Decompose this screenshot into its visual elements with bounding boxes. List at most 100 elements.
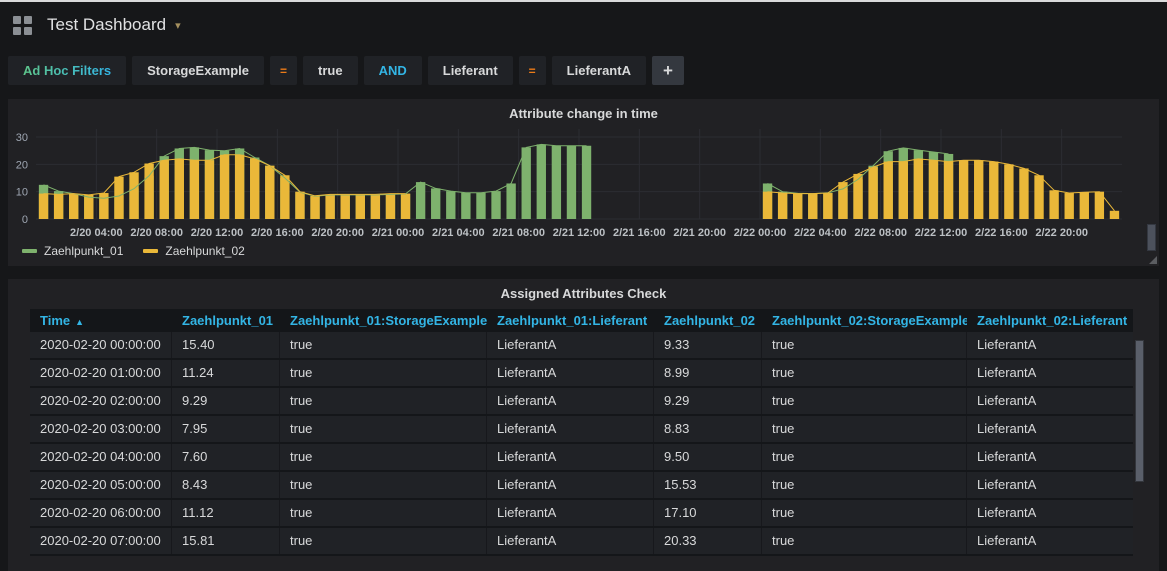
chart-bar[interactable] bbox=[295, 192, 304, 219]
chart-bar[interactable] bbox=[160, 160, 169, 219]
table-cell: 20.33 bbox=[654, 528, 762, 554]
chart-bar[interactable] bbox=[899, 162, 908, 219]
chart-bar[interactable] bbox=[506, 183, 515, 219]
column-header[interactable]: Zaehlpunkt_01:StorageExample bbox=[280, 313, 487, 328]
chart-bar[interactable] bbox=[265, 166, 274, 219]
chart-bar[interactable] bbox=[567, 146, 576, 219]
legend-item[interactable]: Zaehlpunkt_02 bbox=[143, 244, 244, 258]
chart-bar[interactable] bbox=[491, 191, 500, 219]
chart-bar[interactable] bbox=[84, 195, 93, 219]
caret-down-icon[interactable]: ▾ bbox=[175, 19, 181, 32]
y-axis-tick-label: 20 bbox=[16, 159, 28, 171]
table-cell: true bbox=[762, 444, 967, 470]
chart-bar[interactable] bbox=[175, 159, 184, 219]
x-axis-tick-label: 2/21 08:00 bbox=[492, 227, 545, 239]
chart-bar[interactable] bbox=[838, 182, 847, 219]
chart-bar[interactable] bbox=[114, 177, 123, 219]
column-header[interactable]: Time▲ bbox=[30, 313, 172, 328]
chart-bar[interactable] bbox=[431, 188, 440, 219]
column-header[interactable]: Zaehlpunkt_02:StorageExample bbox=[762, 313, 967, 328]
chart-bar[interactable] bbox=[1004, 164, 1013, 219]
chart-bar[interactable] bbox=[1034, 175, 1043, 219]
chart-bar[interactable] bbox=[39, 194, 48, 219]
grafana-menu-icon[interactable] bbox=[13, 16, 32, 35]
chart-bar[interactable] bbox=[401, 194, 410, 219]
chart-bar[interactable] bbox=[884, 162, 893, 219]
chart-bar[interactable] bbox=[989, 162, 998, 219]
chart-bar[interactable] bbox=[868, 167, 877, 219]
table-cell: true bbox=[280, 500, 487, 526]
panel-resize-handle[interactable] bbox=[1149, 256, 1157, 264]
filter-key-chip[interactable]: StorageExample bbox=[132, 56, 264, 85]
chart-bar[interactable] bbox=[325, 194, 334, 219]
chart-bar[interactable] bbox=[356, 194, 365, 219]
filter-condition-chip[interactable]: AND bbox=[364, 56, 422, 85]
table-scrollbar-thumb[interactable] bbox=[1135, 340, 1144, 482]
chart-bar[interactable] bbox=[220, 155, 229, 219]
chart-bar[interactable] bbox=[99, 193, 108, 219]
chart-bar[interactable] bbox=[959, 160, 968, 219]
table-cell: 9.29 bbox=[654, 388, 762, 414]
chart-bar[interactable] bbox=[235, 155, 244, 219]
chart-bar[interactable] bbox=[808, 194, 817, 219]
chart-bar[interactable] bbox=[461, 193, 470, 219]
chart-panel-title[interactable]: Attribute change in time bbox=[8, 99, 1159, 125]
chart-bar[interactable] bbox=[476, 193, 485, 219]
add-filter-button[interactable]: + bbox=[652, 56, 684, 85]
chart-bar[interactable] bbox=[1065, 193, 1074, 219]
chart-bar[interactable] bbox=[1110, 211, 1119, 219]
chart-bar[interactable] bbox=[446, 191, 455, 219]
column-header[interactable]: Zaehlpunkt_02 bbox=[654, 313, 762, 328]
filter-key-chip[interactable]: Lieferant bbox=[428, 56, 513, 85]
chart-bar[interactable] bbox=[582, 146, 591, 219]
table-cell: LieferantA bbox=[967, 528, 1133, 554]
chart-bar[interactable] bbox=[310, 196, 319, 219]
column-header[interactable]: Zaehlpunkt_01 bbox=[172, 313, 280, 328]
column-header-label: Zaehlpunkt_02:StorageExample bbox=[772, 313, 967, 328]
chart-bar[interactable] bbox=[929, 160, 938, 219]
chart-bar[interactable] bbox=[853, 174, 862, 219]
chart-bar[interactable] bbox=[129, 172, 138, 219]
chart-bar[interactable] bbox=[205, 160, 214, 219]
column-header-label: Zaehlpunkt_01 bbox=[182, 313, 273, 328]
column-header-label: Zaehlpunkt_02 bbox=[664, 313, 755, 328]
chart-bar[interactable] bbox=[190, 160, 199, 219]
chart-bar[interactable] bbox=[974, 160, 983, 219]
chart-bar[interactable] bbox=[341, 194, 350, 219]
legend-item[interactable]: Zaehlpunkt_01 bbox=[22, 244, 123, 258]
chart-scrollbar-thumb[interactable] bbox=[1147, 224, 1156, 251]
chart-bar[interactable] bbox=[416, 182, 425, 219]
chart-bar[interactable] bbox=[778, 193, 787, 219]
chart-bar[interactable] bbox=[69, 194, 78, 219]
table-panel-title[interactable]: Assigned Attributes Check bbox=[8, 279, 1159, 305]
chart-bar[interactable] bbox=[793, 194, 802, 219]
chart-bar[interactable] bbox=[944, 162, 953, 219]
table-cell: 7.95 bbox=[172, 416, 280, 442]
chart-bar[interactable] bbox=[54, 194, 63, 219]
chart-bar[interactable] bbox=[250, 159, 259, 219]
attributes-table: Time▲ Zaehlpunkt_01 Zaehlpunkt_01:StorageE… bbox=[30, 309, 1133, 556]
chart-bar[interactable] bbox=[823, 193, 832, 219]
chart-bar[interactable] bbox=[280, 175, 289, 219]
table-cell: 9.33 bbox=[654, 332, 762, 358]
dashboard-title[interactable]: Test Dashboard bbox=[47, 15, 166, 35]
chart-bar[interactable] bbox=[537, 144, 546, 219]
chart-bar[interactable] bbox=[1049, 190, 1058, 219]
column-header-label: Zaehlpunkt_02:Lieferant bbox=[977, 313, 1127, 328]
filter-operator-chip[interactable]: = bbox=[270, 56, 297, 85]
column-header[interactable]: Zaehlpunkt_01:Lieferant bbox=[487, 313, 654, 328]
table-row: 2020-02-20 05:00:008.43trueLieferantA15.… bbox=[30, 472, 1133, 500]
chart-bar[interactable] bbox=[386, 194, 395, 219]
chart-bar[interactable] bbox=[1019, 168, 1028, 219]
filter-value-chip[interactable]: LieferantA bbox=[552, 56, 646, 85]
x-axis-tick-label: 2/21 00:00 bbox=[372, 227, 425, 239]
chart-bar[interactable] bbox=[371, 194, 380, 219]
column-header[interactable]: Zaehlpunkt_02:Lieferant bbox=[967, 313, 1133, 328]
chart-bar[interactable] bbox=[522, 147, 531, 219]
filter-operator-chip[interactable]: = bbox=[519, 56, 546, 85]
chart-bar[interactable] bbox=[1080, 192, 1089, 219]
chart-bar[interactable] bbox=[914, 159, 923, 219]
filter-value-chip[interactable]: true bbox=[303, 56, 358, 85]
chart-bar[interactable] bbox=[552, 146, 561, 219]
chart-bar[interactable] bbox=[763, 192, 772, 219]
